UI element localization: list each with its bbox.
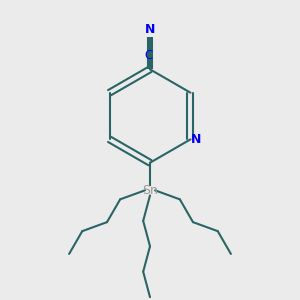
Text: N: N [145,23,155,36]
Text: Sn: Sn [142,184,158,197]
Text: C: C [145,50,153,62]
Text: N: N [191,133,201,146]
